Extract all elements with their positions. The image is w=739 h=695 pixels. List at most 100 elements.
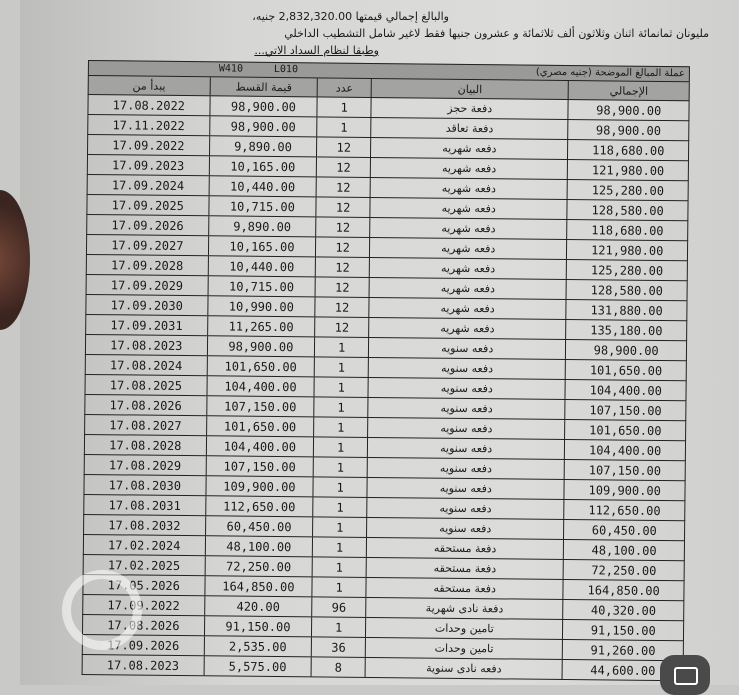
cell-description: دفعة مستحقه [366,577,564,600]
table-body: 17.08.2022 98,900.00 1 دفعة حجز 98,900.00 17.… [81,94,690,682]
cell-start: 17.08.2029 [84,454,207,476]
cell-total: 109,900.00 [588,482,661,498]
cell-count: 12 [316,197,371,217]
currency-note: عملة المبالغ الموضحة (جنيه مصري) [535,66,685,80]
cell-installment: 5,575.00 [204,656,312,677]
cell-start: 17.08.2026 [85,394,208,416]
cell-count: 12 [316,237,371,257]
cell-installment: 112,650.00 [205,496,314,517]
cell-installment: 164,850.00 [204,576,313,597]
cell-count: 1 [314,397,369,417]
cell-total: 48,100.00 [591,542,657,558]
cell-total: 101,650.00 [589,422,662,438]
cell-installment: 98,900.00 [209,116,318,137]
cell-count: 1 [317,117,372,137]
cell-start: 17.09.2026 [87,215,209,236]
cell-start: 17.09.2026 [82,634,205,656]
cell-start: 17.08.2028 [84,434,207,456]
cell-start: 17.09.2029 [86,274,209,296]
cell-description: دفعه شهريه [370,217,568,240]
cell-start: 17.08.2023 [82,654,205,676]
cell-start: 17.08.2026 [82,614,205,636]
cell-start: 17.08.2022 [88,95,211,116]
cell-count: 12 [315,277,370,297]
cell-description: تامين وحدات [365,637,564,660]
cell-count: 1 [314,377,369,397]
cell-installment: 10,715.00 [208,276,316,297]
cell-total: 121,980.00 [591,242,664,258]
cell-description: دفعه سنويه [368,417,566,440]
cell-count: 1 [314,437,369,457]
cell-start: 17.09.2022 [83,594,205,616]
cell-start: 17.09.2031 [86,314,208,336]
cell-description: دفعة حجز [371,97,570,120]
cell-count: 1 [313,477,368,497]
cell-start: 17.02.2024 [83,534,206,556]
cell-start: 17.09.2023 [87,155,210,176]
cell-description: دفعه شهريه [369,277,568,300]
cell-description: دفعة تعاقد [371,117,569,140]
cell-installment: 98,900.00 [210,96,318,117]
header-description: البيان [371,78,570,100]
cell-start: 17.05.2026 [83,574,206,596]
cell-description: دفعه شهريه [369,297,567,320]
cell-start: 17.09.2022 [88,135,210,156]
cell-total: 98,900.00 [596,102,662,118]
cell-count: 1 [313,497,368,517]
cell-total: 98,900.00 [595,122,662,138]
unit-code-1: W410 [218,63,244,75]
cell-description: دفعه سنويه [367,517,565,540]
cell-start: 17.08.2023 [85,334,208,356]
cell-total: 101,650.00 [589,362,663,378]
cell-start: 17.08.2027 [85,414,207,436]
amount-in-words: مليونان ثمانمائة اثنان وثلاثون ألف ثلاثم… [284,27,709,40]
cell-installment: 9,890.00 [208,216,317,237]
cell-installment: 48,100.00 [205,536,314,557]
cell-start: 17.09.2028 [86,254,209,276]
cell-installment: 109,900.00 [206,476,314,497]
cell-installment: 10,990.00 [207,296,316,317]
cell-start: 17.02.2025 [83,554,206,576]
cell-total: 125,280.00 [591,182,665,198]
cell-start: 17.08.2030 [84,474,207,496]
cell-installment: 101,650.00 [206,416,315,437]
header-installment: قيمة القسط [210,77,319,97]
cell-installment: 98,900.00 [207,336,316,357]
cell-description: دفعه سنويه [367,497,565,520]
cell-installment: 10,440.00 [209,176,318,197]
total-amount-line: والبالغ إجمالي قيمتها 2,832,320.00 جنيه، [252,10,449,23]
header-start: يبدأ من [88,76,211,96]
cell-total: 128,580.00 [590,282,664,298]
cell-description: دفعه نادى سنوية [365,657,564,680]
cell-start: 17.09.2024 [87,175,210,196]
cell-description: دفعه سنويه [367,477,566,500]
cell-description: دفعه شهريه [370,197,568,220]
cell-installment: 11,265.00 [207,316,316,337]
cell-start: 17.11.2022 [88,115,211,136]
cell-description: تامين وحدات [366,617,564,640]
cell-start: 17.08.2024 [85,354,208,376]
cell-count: 1 [312,557,367,577]
cell-count: 12 [315,297,370,317]
cell-count: 12 [315,317,370,337]
cell-description: دفعه سنويه [368,357,567,380]
cell-count: 1 [314,357,369,377]
cell-total: 72,250.00 [591,562,657,578]
cell-description: دفعه شهريه [369,317,567,340]
cell-installment: 101,650.00 [207,356,316,377]
cell-total: 40,320.00 [590,602,657,618]
cell-count: 12 [317,137,372,157]
cell-total: 104,400.00 [588,442,662,458]
cell-count: 1 [313,457,368,477]
cell-description: دفعة مستحقه [366,557,565,580]
cell-installment: 10,165.00 [209,156,318,177]
cell-description: دفعه سنويه [368,397,566,420]
cell-count: 1 [312,577,367,597]
cell-installment: 60,450.00 [205,516,314,537]
cell-description: دفعه شهريه [370,157,569,180]
cell-total: 135,180.00 [590,322,663,338]
cell-total: 128,580.00 [591,202,664,218]
cell-installment: 107,150.00 [206,396,315,417]
cell-total: 125,280.00 [590,262,664,278]
scan-icon[interactable] [660,655,710,695]
